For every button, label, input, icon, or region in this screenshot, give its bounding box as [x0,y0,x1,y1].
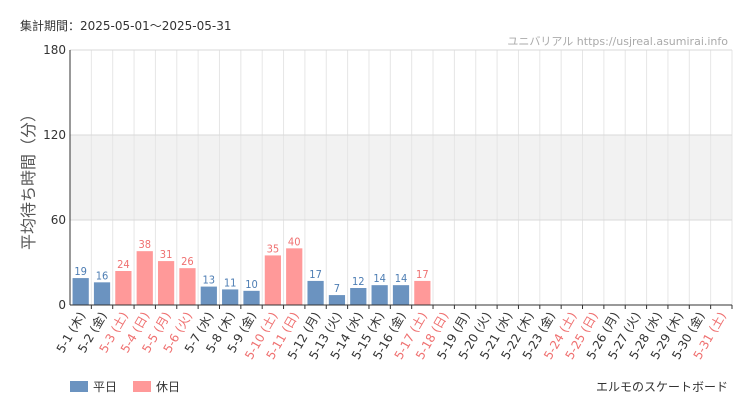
legend-weekday-label: 平日 [93,380,118,394]
bar [157,261,175,305]
bar [286,248,303,305]
bar-value-label: 14 [373,272,386,285]
bar-value-label: 11 [224,276,237,289]
bar [179,268,196,305]
attraction-name: エルモのスケートボード [595,380,728,394]
bar-value-label: 14 [395,272,408,285]
bar [371,285,388,305]
bar [93,282,111,305]
bar-value-label: 38 [138,238,151,251]
bar-value-label: 12 [352,275,365,288]
bar [115,271,132,305]
bar-value-label: 31 [160,248,173,261]
legend-weekday-swatch [70,381,88,392]
bar [350,288,367,305]
y-tick-label: 180 [43,43,66,57]
bar-value-label: 26 [181,255,194,268]
bar [264,255,281,305]
period-label: 集計期間：2025-05-01～2025-05-31 [20,19,232,33]
legend-holiday[interactable]: 休日 [133,378,180,395]
bar [136,251,153,305]
legend-weekday[interactable]: 平日 [70,378,117,395]
legend: 平日 休日 [70,378,196,395]
bar-value-label: 19 [74,265,87,278]
bar [243,290,260,305]
y-tick-label: 120 [43,128,66,142]
bar [414,280,431,305]
bar-value-label: 10 [245,278,258,291]
bar [328,295,346,305]
bar [392,285,410,305]
legend-holiday-label: 休日 [156,380,181,394]
bar-value-label: 16 [96,269,109,282]
y-axis-title: 平均待ち時間（分） [19,106,38,250]
bar-value-label: 35 [267,242,280,255]
y-tick-label: 0 [58,298,66,312]
bar-value-label: 13 [203,274,216,287]
bar-value-label: 7 [334,282,340,295]
site-credit: ユニバリアル https://usjreal.asumirai.info [507,35,728,48]
bar [222,289,239,305]
legend-holiday-swatch [133,381,152,392]
bar [200,286,217,305]
y-tick-label: 60 [51,213,66,227]
bar-value-label: 17 [309,268,322,281]
grid-band [70,135,732,220]
bar [307,280,324,305]
bar [72,278,89,305]
bar-value-label: 24 [117,258,130,271]
bar-value-label: 17 [416,268,429,281]
bar-value-label: 40 [288,235,301,248]
